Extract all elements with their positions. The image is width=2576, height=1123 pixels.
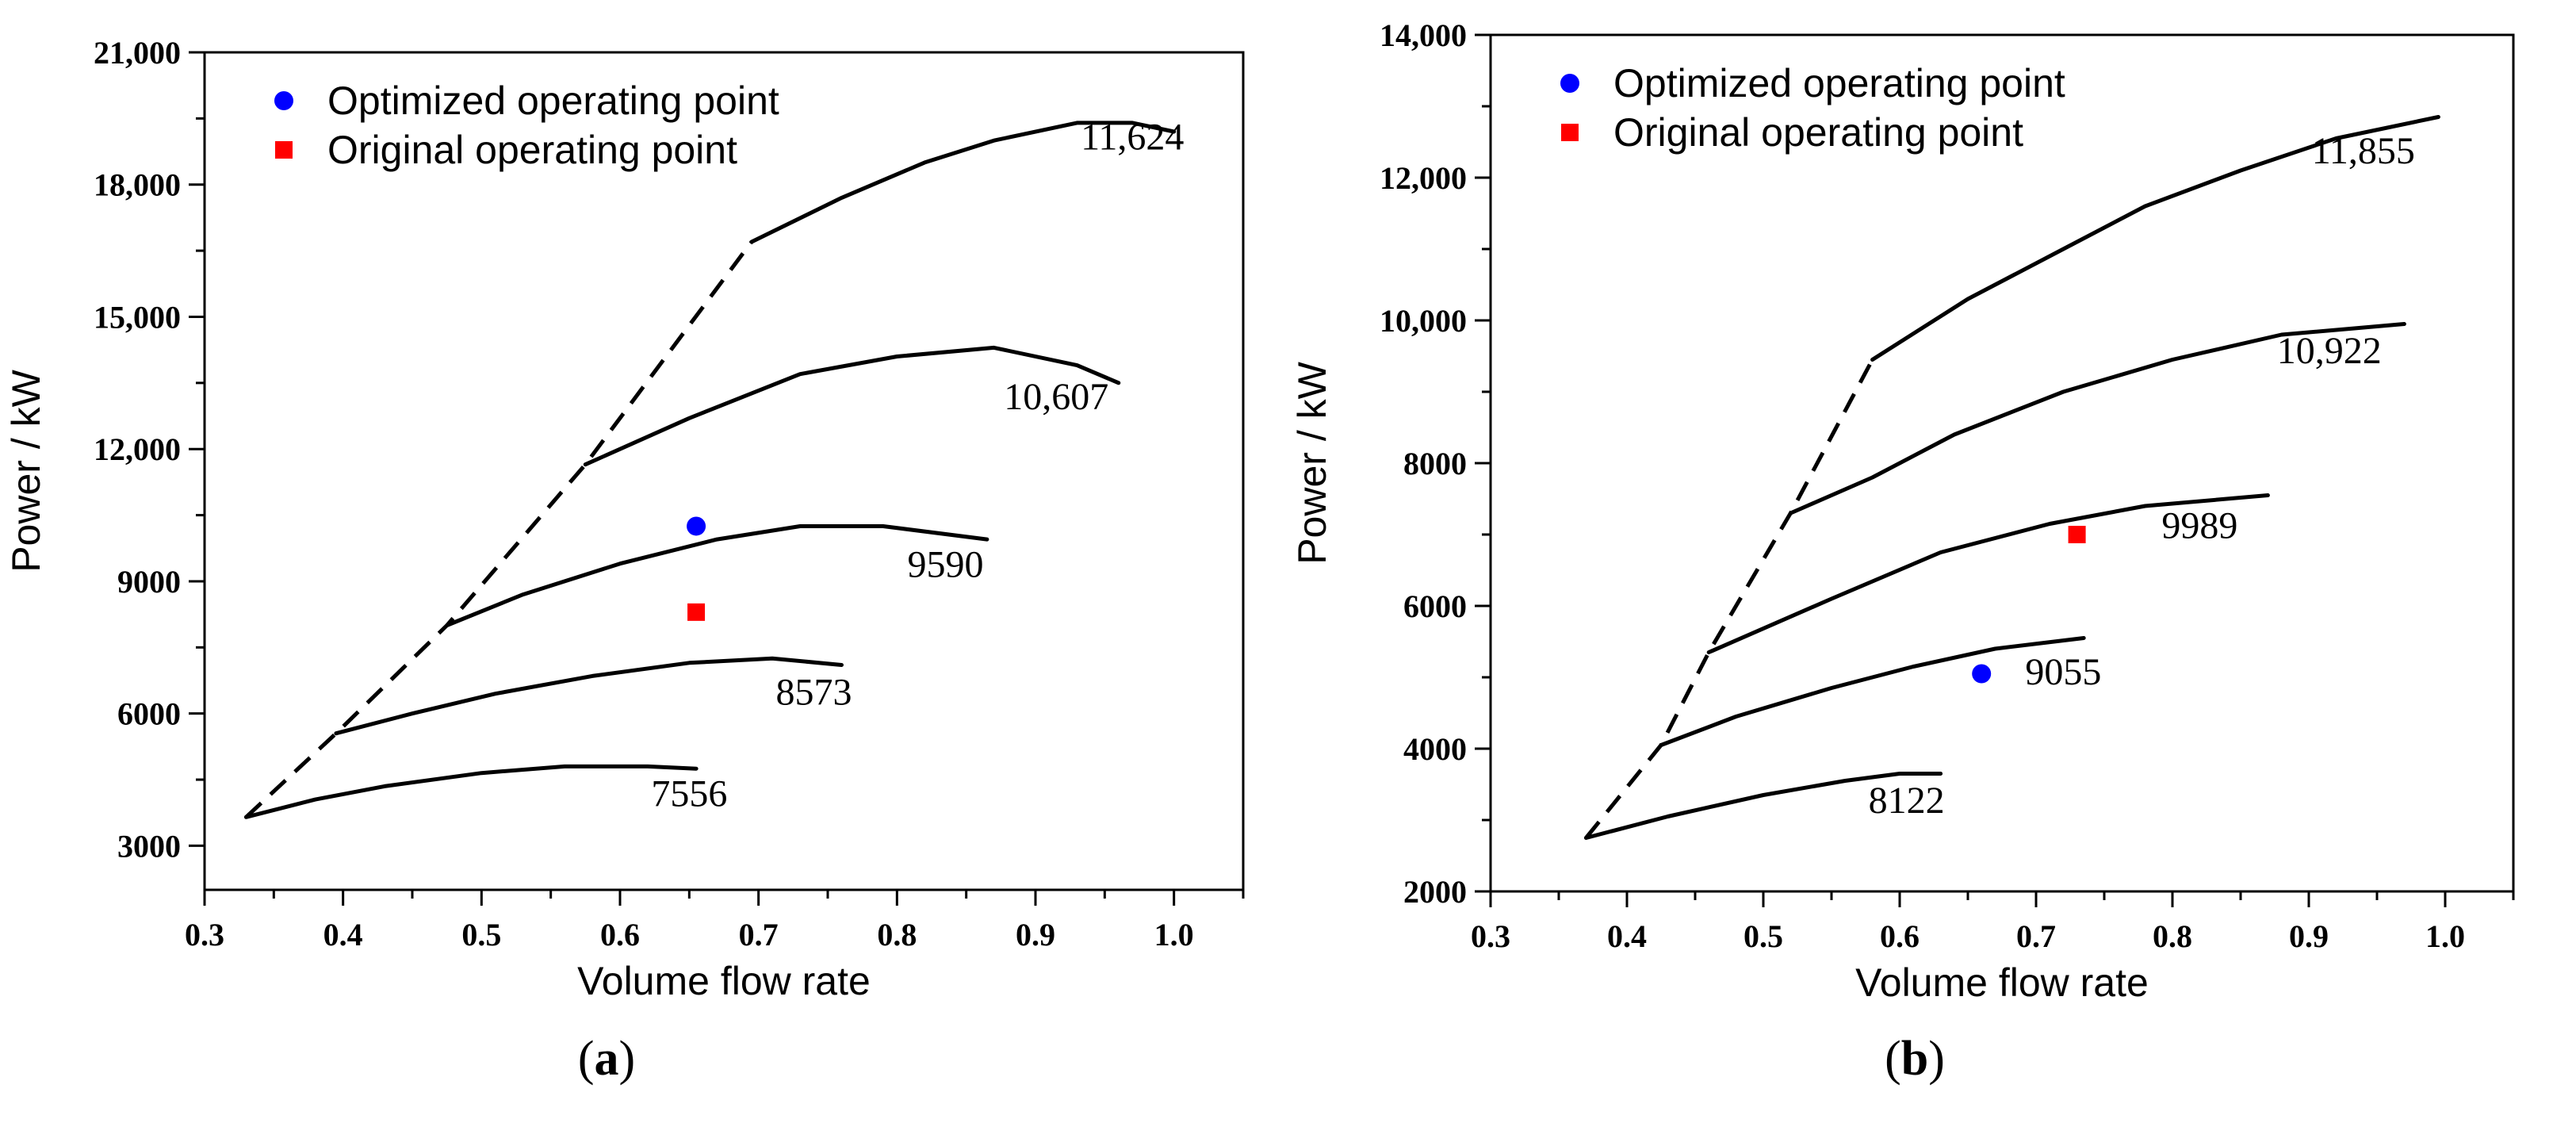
- panel-a-legend-label: Original operating point: [327, 128, 737, 172]
- panel-b-x-tick-label: 0.6: [1880, 918, 1920, 954]
- panel-b-speed-curve-11855: [1870, 115, 2440, 362]
- panel-a-legend-square-marker: [275, 141, 293, 159]
- panel-a-surge-line-dashed: [244, 240, 753, 819]
- panel-b-legend-circle-marker: [1560, 74, 1579, 93]
- panel-b-speed-curve-10922: [1788, 322, 2406, 516]
- panel-b-optimized-point-marker: [1972, 664, 1992, 684]
- panel-a-y-tick-label: 12,000: [94, 431, 181, 467]
- panel-a-y-tick-label: 21,000: [94, 35, 181, 71]
- panel-b-speed-curve-8122: [1583, 772, 1943, 840]
- panel-a-optimized-point-marker: [687, 516, 706, 536]
- panel-b-x-tick-label: 0.7: [2016, 918, 2056, 954]
- panel-b-y-tick-label: 12,000: [1380, 160, 1467, 196]
- panel-b-curve-label-11855: 11,855: [2312, 130, 2415, 172]
- panel-b-y-tick-label: 14,000: [1380, 17, 1467, 53]
- panel-a-curve-label-10607: 10,607: [1004, 376, 1108, 418]
- panel-b-legend-label: Optimized operating point: [1613, 61, 2065, 105]
- panel-a-y-tick-label: 18,000: [94, 167, 181, 203]
- panel-b-curve-label-8122: 8122: [1869, 780, 1945, 822]
- panel-a-y-tick-label: 9000: [117, 564, 181, 600]
- panel-b-original-point-marker: [2068, 526, 2086, 543]
- panel-a-speed-curve-11624: [749, 121, 1177, 244]
- panel-b-speed-curve-9055: [1659, 636, 2086, 747]
- panel-a-x-axis-title: Volume flow rate: [577, 959, 871, 1003]
- panel-a-curve-label-8573: 8573: [776, 672, 852, 714]
- panel-b-x-tick-label: 0.5: [1743, 918, 1783, 954]
- panel-b-y-tick-label: 10,000: [1380, 303, 1467, 339]
- panel-a-x-tick-label: 0.8: [877, 917, 917, 952]
- panel-a-speed-curve-7556: [243, 764, 699, 819]
- panel-b-x-axis-title: Volume flow rate: [1855, 960, 2149, 1005]
- panel-a-curve-label-9590: 9590: [907, 543, 983, 585]
- panel-b-curve-label-9055: 9055: [2025, 651, 2101, 693]
- panel-a-x-tick-label: 0.3: [185, 917, 224, 952]
- panel-b-surge-line-dashed: [1584, 358, 1874, 840]
- panel-a-curve-label-7556: 7556: [651, 772, 727, 814]
- panel-a-original-point-marker: [687, 603, 706, 621]
- panel-a-curve-label-11624: 11,624: [1081, 116, 1184, 158]
- panel-b-y-tick-label: 8000: [1403, 446, 1467, 481]
- panel-b-curve-label-9989: 9989: [2161, 505, 2237, 547]
- panel-a-legend-label: Optimized operating point: [327, 79, 779, 123]
- panel-b-x-tick-label: 1.0: [2425, 918, 2465, 954]
- panel-a-x-tick-label: 0.4: [323, 917, 363, 952]
- panel-a-y-axis-title: Power / kW: [4, 369, 48, 572]
- panel-b-x-tick-label: 0.8: [2153, 918, 2192, 954]
- panel-b-panel-label: (b): [1885, 1032, 1945, 1086]
- panel-b-curve-label-10922: 10,922: [2277, 330, 2382, 372]
- panel-a-x-tick-label: 1.0: [1154, 917, 1194, 952]
- panel-b-legend-label: Original operating point: [1613, 110, 2023, 155]
- panel-b-x-tick-label: 0.4: [1607, 918, 1647, 954]
- panel-a-y-tick-label: 3000: [117, 828, 181, 864]
- panel-a-x-tick-label: 0.9: [1016, 917, 1055, 952]
- panel-a-y-tick-label: 15,000: [94, 299, 181, 335]
- panel-b-legend-square-marker: [1561, 124, 1579, 141]
- chart-panel-b: 0.3 0.4 0.5 0.6 0.7 0.8 0.9 1.0 2000 4000 6000 8000…: [1290, 17, 2515, 1086]
- panel-a-legend-circle-marker: [274, 91, 293, 110]
- chart-panel-a: 0.3 0.4 0.5 0.6 0.7 0.8 0.9 1.0 3000 6000 9000 12,0…: [4, 35, 1245, 1086]
- panel-a-x-tick-label: 0.5: [461, 917, 501, 952]
- panel-b-y-axis-title: Power / kW: [1290, 361, 1334, 564]
- panel-a-speed-curve-8573: [334, 656, 844, 736]
- panel-a-speed-curve-10607: [583, 345, 1121, 467]
- panel-b-y-tick-label: 6000: [1403, 588, 1467, 624]
- panel-a-panel-label: (a): [578, 1032, 635, 1086]
- panel-b-speed-curve-9989: [1706, 493, 2270, 654]
- panel-b-y-tick-label: 4000: [1403, 731, 1467, 767]
- panel-b-y-tick-label: 2000: [1403, 874, 1467, 910]
- panel-a-y-tick-label: 6000: [117, 696, 181, 732]
- panel-b-x-tick-label: 0.9: [2289, 918, 2329, 954]
- panel-a-speed-curve-9590: [445, 524, 989, 627]
- panel-b-x-tick-label: 0.3: [1471, 918, 1510, 954]
- panel-a-x-tick-label: 0.6: [600, 917, 640, 952]
- panel-a-x-tick-label: 0.7: [739, 917, 779, 952]
- panel-a-plot-frame: [203, 51, 1245, 891]
